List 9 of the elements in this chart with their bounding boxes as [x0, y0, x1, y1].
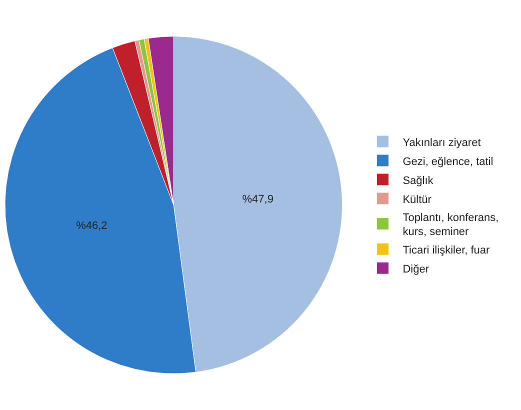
legend-label: Sağlık	[402, 174, 434, 187]
legend-label: Gezi, eğlence, tatil	[402, 156, 494, 168]
legend-label: Toplantı, konferans, kurs, seminer	[402, 212, 499, 238]
legend-label: Ticari ilişkiler, fuar	[402, 244, 490, 256]
data-label: %47,9	[242, 193, 274, 206]
legend-label: Kültür	[402, 194, 432, 206]
legend-label: Yakınları ziyaret	[402, 136, 481, 149]
data-label: %46,2	[76, 220, 108, 232]
legend-label: Diğer	[402, 263, 430, 276]
